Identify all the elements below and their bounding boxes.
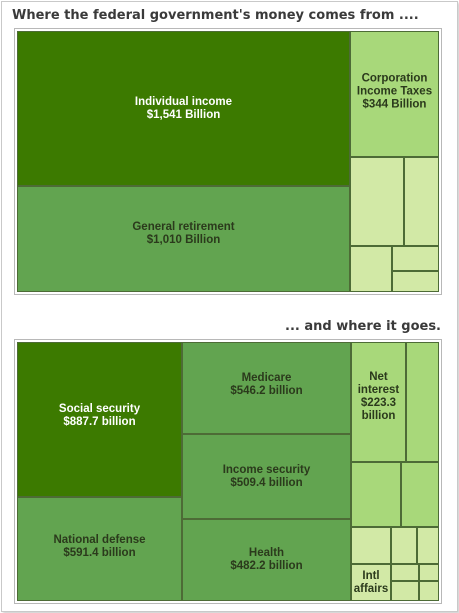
spending-treemap-panel: Social security $887.7 billion National de… — [14, 339, 442, 604]
spending-tile-unlabeled-8 — [401, 462, 439, 527]
spending-tile-unlabeled-15 — [391, 581, 419, 601]
spending-tile-unlabeled-14 — [419, 564, 439, 581]
spending-tile-unlabeled-10 — [391, 527, 417, 564]
spending-tile-unlabeled-7 — [351, 462, 401, 527]
revenue-tile-unlabeled-7 — [392, 271, 439, 292]
spending-tile-label: Income security — [222, 463, 311, 476]
revenue-heading: Where the federal government's money com… — [12, 8, 419, 23]
spending-tile-health: Health $482.2 billion — [182, 519, 351, 601]
spending-tile-income-security: Income security $509.4 billion — [182, 434, 351, 519]
spending-tile-medicare: Medicare $546.2 billion — [182, 342, 351, 434]
spending-tile-label: Health — [248, 547, 285, 559]
revenue-tile-corporation-income-taxes: Corporation Income Taxes $344 Billion — [350, 31, 439, 157]
spending-tile-unlabeled-9 — [351, 527, 391, 564]
spending-tile-unlabeled-6 — [406, 342, 439, 462]
revenue-tile-unlabeled-4 — [404, 157, 439, 246]
revenue-tile-unlabeled-6 — [392, 246, 439, 271]
revenue-tile-value: $1,541 Billion — [146, 108, 221, 121]
spending-tile-label: Social security — [58, 403, 141, 416]
revenue-tile-label: Individual income — [134, 95, 233, 108]
spending-tile-label: National defense — [53, 533, 146, 546]
revenue-tile-general-retirement: General retirement $1,010 Billion — [17, 186, 350, 292]
spending-tile-unlabeled-11 — [417, 527, 439, 564]
revenue-tile-unlabeled-3 — [350, 157, 404, 246]
revenue-tile-individual-income: Individual income $1,541 Billion — [17, 31, 350, 186]
spending-tile-national-defense: National defense $591.4 billion — [17, 497, 182, 601]
spending-tile-social-security: Social security $887.7 billion — [17, 342, 182, 497]
revenue-tile-value: $344 Billion — [362, 98, 427, 111]
revenue-tile-label: Corporation Income Taxes — [356, 72, 433, 98]
spending-tile-unlabeled-16 — [419, 581, 439, 601]
spending-tile-value: $482.2 billion — [230, 560, 303, 572]
spending-tile-label: Net interest — [357, 371, 400, 397]
spending-tile-net-interest: Net interest $223.3 billion — [351, 342, 406, 462]
spending-treemap: Social security $887.7 billion National de… — [17, 342, 439, 601]
spending-tile-unlabeled-13 — [391, 564, 419, 581]
spending-tile-label: Intl affairs — [353, 570, 389, 596]
spending-tile-value: $509.4 billion — [230, 476, 303, 489]
spending-tile-value: $546.2 billion — [230, 385, 303, 398]
revenue-tile-value: $1,010 Billion — [146, 233, 221, 246]
revenue-tile-label: General retirement — [132, 220, 235, 233]
revenue-treemap: Individual income $1,541 Billion General r… — [17, 31, 439, 292]
spending-tile-intl-affairs: Intl affairs — [351, 564, 391, 601]
spending-tile-value: $591.4 billion — [63, 546, 136, 559]
spending-tile-value: $887.7 billion — [63, 416, 136, 429]
revenue-treemap-panel: Individual income $1,541 Billion General r… — [14, 28, 442, 295]
revenue-tile-unlabeled-5 — [350, 246, 392, 292]
spending-tile-label: Medicare — [241, 372, 292, 385]
spending-tile-value: $223.3 billion — [360, 397, 397, 423]
spending-heading: ... and where it goes. — [285, 319, 441, 334]
